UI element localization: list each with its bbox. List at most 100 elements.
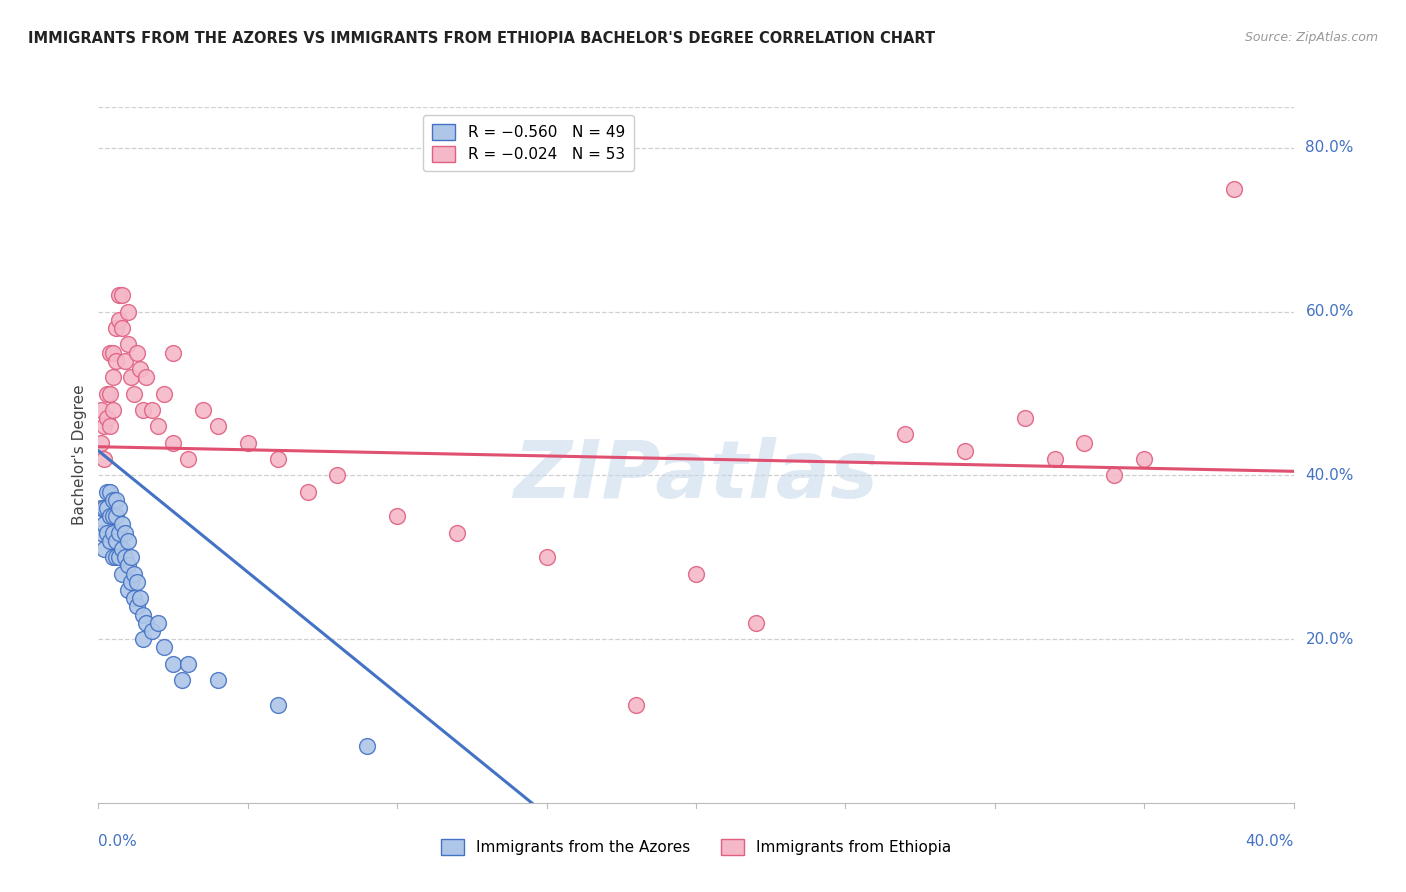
Point xyxy=(127,599,149,614)
Text: 80.0%: 80.0% xyxy=(1305,140,1354,155)
Point xyxy=(132,632,155,646)
Point xyxy=(117,304,139,318)
Y-axis label: Bachelor's Degree: Bachelor's Degree xyxy=(72,384,87,525)
Point xyxy=(124,386,146,401)
Text: ZIPatlas: ZIPatlas xyxy=(513,437,879,515)
Point xyxy=(297,484,319,499)
Point xyxy=(117,558,139,573)
Point xyxy=(108,288,131,302)
Point xyxy=(105,492,128,507)
Point xyxy=(1014,411,1036,425)
Point xyxy=(685,566,707,581)
Point xyxy=(162,345,184,359)
Point xyxy=(135,615,157,630)
Point xyxy=(96,386,118,401)
Point xyxy=(90,403,112,417)
Point xyxy=(207,673,229,687)
Point xyxy=(1104,468,1126,483)
Point xyxy=(96,525,118,540)
Point xyxy=(356,739,378,753)
Point xyxy=(90,501,112,516)
Text: 40.0%: 40.0% xyxy=(1246,834,1294,849)
Point xyxy=(114,353,136,368)
Point xyxy=(148,615,170,630)
Text: Source: ZipAtlas.com: Source: ZipAtlas.com xyxy=(1244,31,1378,45)
Point xyxy=(108,501,131,516)
Point xyxy=(124,566,146,581)
Point xyxy=(135,370,157,384)
Point xyxy=(624,698,647,712)
Point xyxy=(1223,182,1246,196)
Point xyxy=(103,345,125,359)
Point xyxy=(90,435,112,450)
Point xyxy=(111,566,134,581)
Point xyxy=(326,468,349,483)
Point xyxy=(894,427,917,442)
Point xyxy=(93,419,115,434)
Point xyxy=(1043,452,1066,467)
Point xyxy=(953,443,976,458)
Text: 60.0%: 60.0% xyxy=(1305,304,1354,319)
Point xyxy=(96,484,118,499)
Point xyxy=(93,452,115,467)
Point xyxy=(114,525,136,540)
Point xyxy=(153,640,176,655)
Point xyxy=(141,403,163,417)
Point xyxy=(111,288,134,302)
Point xyxy=(108,525,131,540)
Point xyxy=(103,550,125,565)
Point xyxy=(127,345,149,359)
Point xyxy=(132,607,155,622)
Point xyxy=(129,362,152,376)
Point xyxy=(98,419,122,434)
Point xyxy=(108,313,131,327)
Point xyxy=(177,452,200,467)
Point xyxy=(148,419,170,434)
Text: 0.0%: 0.0% xyxy=(98,834,138,849)
Point xyxy=(103,403,125,417)
Point xyxy=(93,501,115,516)
Point xyxy=(98,484,122,499)
Point xyxy=(103,370,125,384)
Point xyxy=(124,591,146,606)
Point xyxy=(117,533,139,548)
Point xyxy=(385,509,409,524)
Point xyxy=(117,337,139,351)
Point xyxy=(120,370,142,384)
Point xyxy=(536,550,558,565)
Point xyxy=(162,657,184,671)
Point xyxy=(103,492,125,507)
Point xyxy=(98,345,122,359)
Point xyxy=(90,525,112,540)
Point xyxy=(105,533,128,548)
Point xyxy=(111,542,134,557)
Point xyxy=(236,435,259,450)
Point xyxy=(111,321,134,335)
Point xyxy=(745,615,768,630)
Point xyxy=(98,533,122,548)
Text: 20.0%: 20.0% xyxy=(1305,632,1354,647)
Point xyxy=(93,517,115,532)
Point xyxy=(267,452,290,467)
Point xyxy=(103,525,125,540)
Point xyxy=(117,582,139,597)
Point xyxy=(1133,452,1156,467)
Point xyxy=(114,550,136,565)
Text: 40.0%: 40.0% xyxy=(1305,468,1354,483)
Point xyxy=(120,550,142,565)
Point xyxy=(108,550,131,565)
Point xyxy=(105,353,128,368)
Point xyxy=(172,673,194,687)
Point xyxy=(105,321,128,335)
Point xyxy=(120,574,142,589)
Point xyxy=(177,657,200,671)
Point xyxy=(132,403,155,417)
Point xyxy=(267,698,290,712)
Point xyxy=(98,509,122,524)
Legend: Immigrants from the Azores, Immigrants from Ethiopia: Immigrants from the Azores, Immigrants f… xyxy=(434,833,957,862)
Point xyxy=(98,386,122,401)
Point xyxy=(103,509,125,524)
Point xyxy=(153,386,176,401)
Point xyxy=(141,624,163,638)
Point xyxy=(191,403,214,417)
